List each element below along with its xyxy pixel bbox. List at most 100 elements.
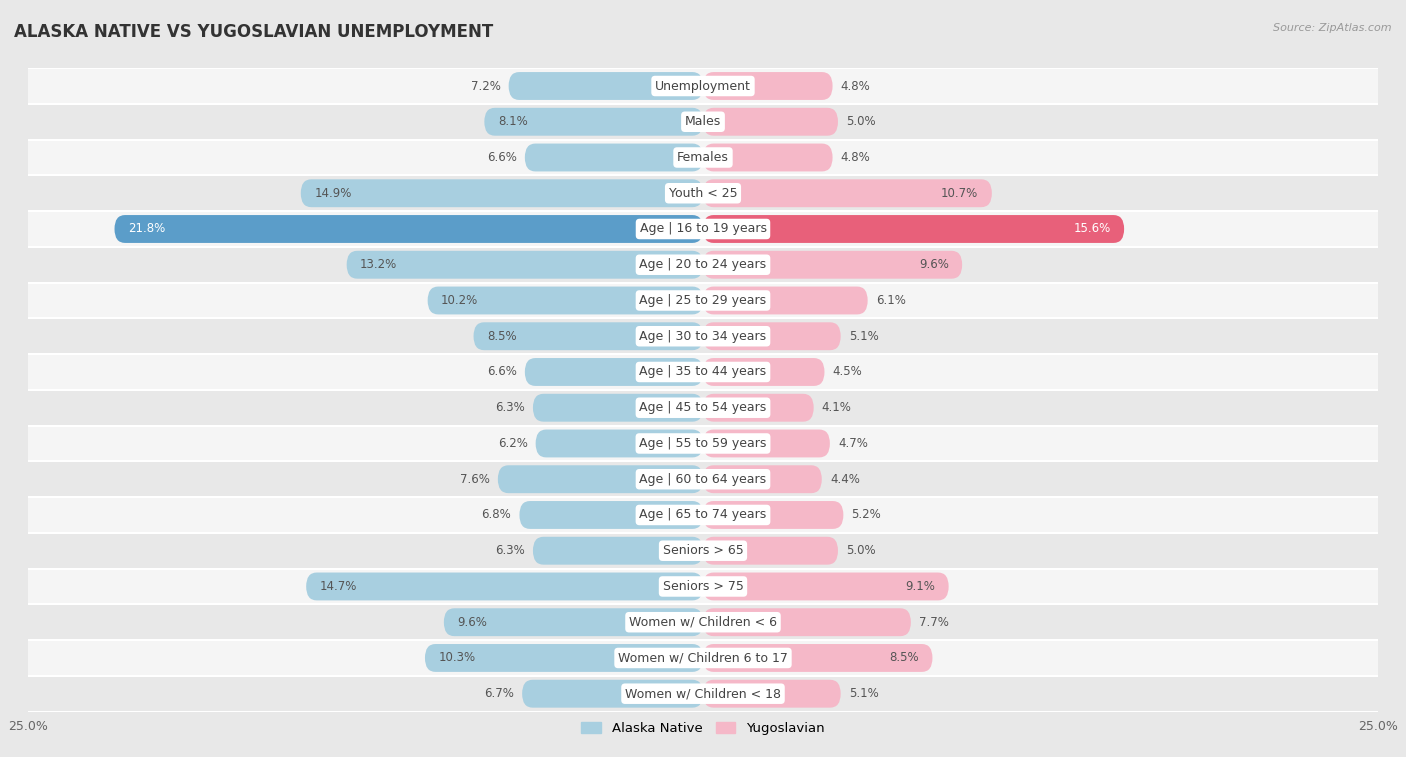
Text: 7.7%: 7.7% xyxy=(920,615,949,629)
Text: Seniors > 75: Seniors > 75 xyxy=(662,580,744,593)
FancyBboxPatch shape xyxy=(703,572,949,600)
FancyBboxPatch shape xyxy=(703,179,991,207)
FancyBboxPatch shape xyxy=(703,609,911,636)
Text: 5.1%: 5.1% xyxy=(849,330,879,343)
FancyBboxPatch shape xyxy=(703,72,832,100)
Text: Age | 35 to 44 years: Age | 35 to 44 years xyxy=(640,366,766,378)
FancyBboxPatch shape xyxy=(522,680,703,708)
Text: Seniors > 65: Seniors > 65 xyxy=(662,544,744,557)
Text: 7.6%: 7.6% xyxy=(460,472,489,486)
Bar xyxy=(28,425,1378,461)
Bar xyxy=(28,640,1378,676)
FancyBboxPatch shape xyxy=(484,107,703,136)
FancyBboxPatch shape xyxy=(703,501,844,529)
FancyBboxPatch shape xyxy=(533,537,703,565)
FancyBboxPatch shape xyxy=(536,429,703,457)
Text: Unemployment: Unemployment xyxy=(655,79,751,92)
Text: 6.8%: 6.8% xyxy=(482,509,512,522)
FancyBboxPatch shape xyxy=(427,287,703,314)
Bar xyxy=(28,176,1378,211)
FancyBboxPatch shape xyxy=(114,215,703,243)
Bar xyxy=(28,604,1378,640)
Legend: Alaska Native, Yugoslavian: Alaska Native, Yugoslavian xyxy=(576,716,830,740)
Text: 9.1%: 9.1% xyxy=(905,580,935,593)
FancyBboxPatch shape xyxy=(703,537,838,565)
Text: 4.4%: 4.4% xyxy=(830,472,859,486)
FancyBboxPatch shape xyxy=(425,644,703,672)
Text: 13.2%: 13.2% xyxy=(360,258,398,271)
Text: 6.6%: 6.6% xyxy=(486,366,517,378)
Text: 6.3%: 6.3% xyxy=(495,401,524,414)
Text: 8.5%: 8.5% xyxy=(486,330,516,343)
FancyBboxPatch shape xyxy=(703,322,841,350)
Text: 4.8%: 4.8% xyxy=(841,79,870,92)
FancyBboxPatch shape xyxy=(519,501,703,529)
Bar xyxy=(28,247,1378,282)
Text: 14.7%: 14.7% xyxy=(319,580,357,593)
FancyBboxPatch shape xyxy=(703,107,838,136)
Bar xyxy=(28,68,1378,104)
Text: 5.2%: 5.2% xyxy=(852,509,882,522)
Text: Source: ZipAtlas.com: Source: ZipAtlas.com xyxy=(1274,23,1392,33)
FancyBboxPatch shape xyxy=(347,251,703,279)
Text: 7.2%: 7.2% xyxy=(471,79,501,92)
Text: 15.6%: 15.6% xyxy=(1073,223,1111,235)
Text: 6.6%: 6.6% xyxy=(486,151,517,164)
FancyBboxPatch shape xyxy=(703,144,832,171)
Text: ALASKA NATIVE VS YUGOSLAVIAN UNEMPLOYMENT: ALASKA NATIVE VS YUGOSLAVIAN UNEMPLOYMEN… xyxy=(14,23,494,41)
Bar xyxy=(28,211,1378,247)
FancyBboxPatch shape xyxy=(703,429,830,457)
Bar xyxy=(28,569,1378,604)
Text: 9.6%: 9.6% xyxy=(918,258,949,271)
Text: 6.7%: 6.7% xyxy=(484,687,515,700)
FancyBboxPatch shape xyxy=(444,609,703,636)
Text: 6.1%: 6.1% xyxy=(876,294,905,307)
Text: 14.9%: 14.9% xyxy=(315,187,352,200)
Text: 5.0%: 5.0% xyxy=(846,115,876,128)
Text: 8.1%: 8.1% xyxy=(498,115,527,128)
Text: Age | 16 to 19 years: Age | 16 to 19 years xyxy=(640,223,766,235)
Text: 10.2%: 10.2% xyxy=(441,294,478,307)
FancyBboxPatch shape xyxy=(301,179,703,207)
Text: Women w/ Children < 6: Women w/ Children < 6 xyxy=(628,615,778,629)
Text: Age | 45 to 54 years: Age | 45 to 54 years xyxy=(640,401,766,414)
Bar xyxy=(28,461,1378,497)
Text: 4.7%: 4.7% xyxy=(838,437,868,450)
Bar xyxy=(28,139,1378,176)
Bar xyxy=(28,282,1378,319)
FancyBboxPatch shape xyxy=(703,466,821,493)
FancyBboxPatch shape xyxy=(498,466,703,493)
FancyBboxPatch shape xyxy=(703,394,814,422)
Text: Age | 20 to 24 years: Age | 20 to 24 years xyxy=(640,258,766,271)
Text: 5.1%: 5.1% xyxy=(849,687,879,700)
Text: Age | 30 to 34 years: Age | 30 to 34 years xyxy=(640,330,766,343)
Text: Age | 25 to 29 years: Age | 25 to 29 years xyxy=(640,294,766,307)
Text: 21.8%: 21.8% xyxy=(128,223,166,235)
Text: 8.5%: 8.5% xyxy=(890,652,920,665)
Text: Youth < 25: Youth < 25 xyxy=(669,187,737,200)
FancyBboxPatch shape xyxy=(703,680,841,708)
FancyBboxPatch shape xyxy=(703,358,824,386)
Text: 4.1%: 4.1% xyxy=(821,401,852,414)
FancyBboxPatch shape xyxy=(703,287,868,314)
FancyBboxPatch shape xyxy=(524,358,703,386)
FancyBboxPatch shape xyxy=(474,322,703,350)
FancyBboxPatch shape xyxy=(533,394,703,422)
Bar xyxy=(28,533,1378,569)
FancyBboxPatch shape xyxy=(703,215,1125,243)
Text: Women w/ Children < 18: Women w/ Children < 18 xyxy=(626,687,780,700)
Text: 6.2%: 6.2% xyxy=(498,437,527,450)
Text: Age | 60 to 64 years: Age | 60 to 64 years xyxy=(640,472,766,486)
Bar xyxy=(28,354,1378,390)
Text: Females: Females xyxy=(678,151,728,164)
Text: Males: Males xyxy=(685,115,721,128)
Text: 6.3%: 6.3% xyxy=(495,544,524,557)
Bar xyxy=(28,497,1378,533)
FancyBboxPatch shape xyxy=(307,572,703,600)
FancyBboxPatch shape xyxy=(703,644,932,672)
Text: 5.0%: 5.0% xyxy=(846,544,876,557)
FancyBboxPatch shape xyxy=(703,251,962,279)
Text: Age | 55 to 59 years: Age | 55 to 59 years xyxy=(640,437,766,450)
FancyBboxPatch shape xyxy=(524,144,703,171)
Text: 9.6%: 9.6% xyxy=(457,615,488,629)
